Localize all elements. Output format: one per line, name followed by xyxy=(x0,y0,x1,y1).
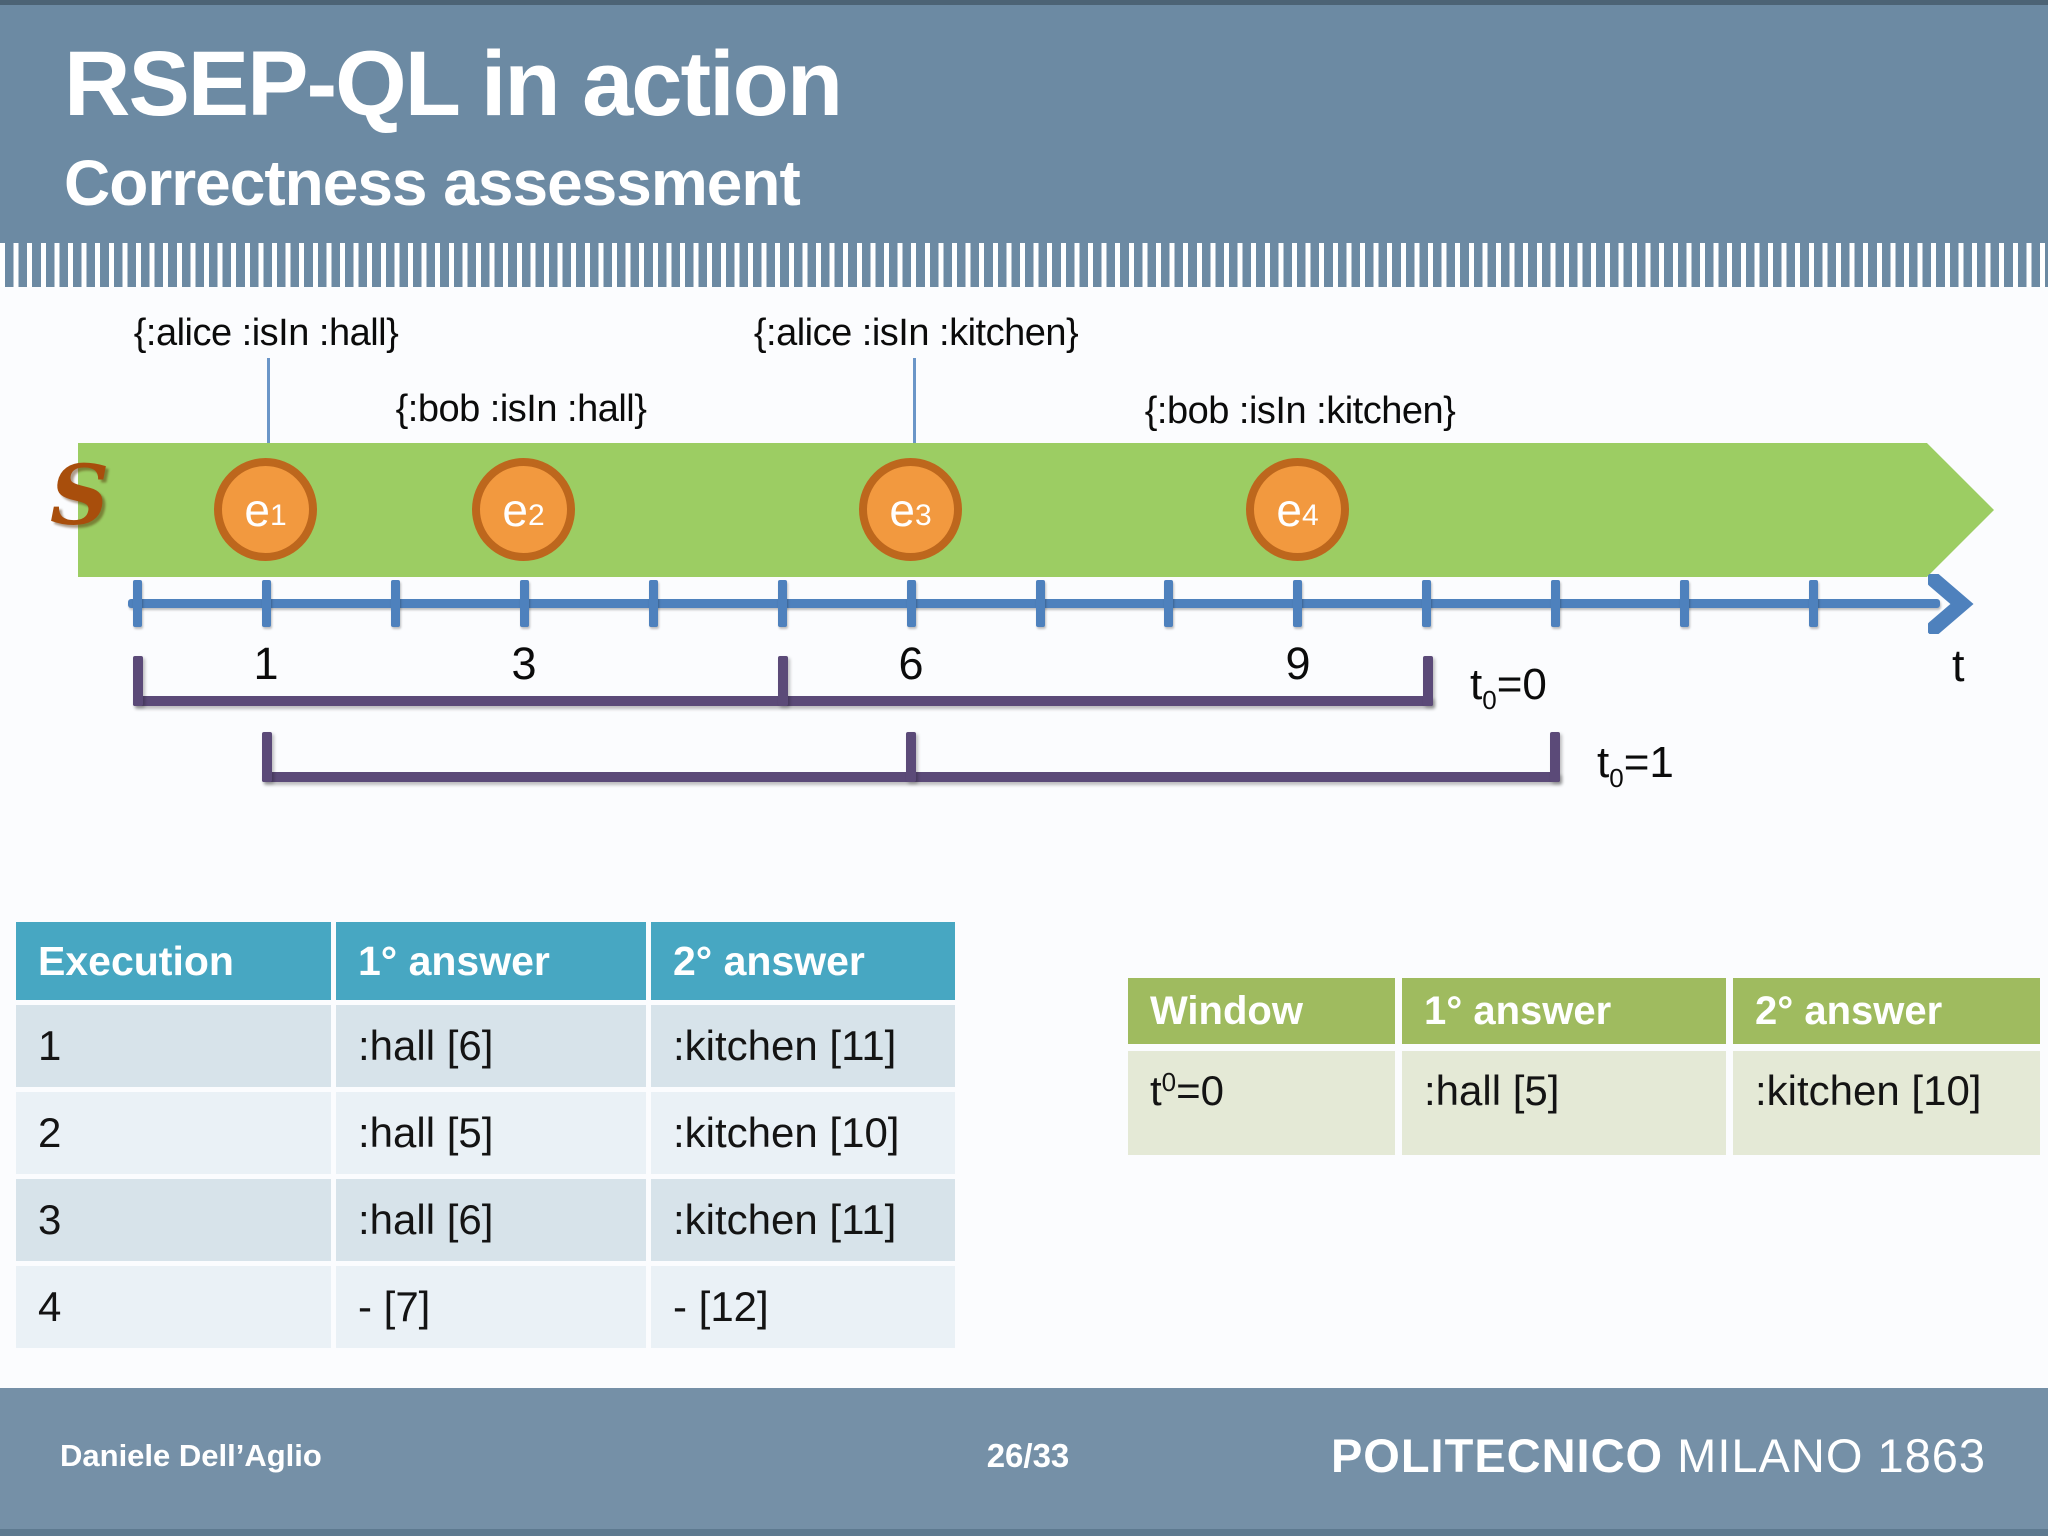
window-table-header-answer1: 1° answer xyxy=(1402,978,1726,1044)
window-label-sub: 0 xyxy=(1609,762,1624,793)
window-label-eq: =1 xyxy=(1623,738,1674,787)
axis-tick xyxy=(1293,580,1302,627)
bracket-tick-end xyxy=(1550,732,1560,782)
axis-tick xyxy=(1551,580,1560,627)
bracket-tick-end xyxy=(1423,656,1433,706)
window-label-eq: =0 xyxy=(1496,660,1547,709)
window-bracket-t0-0 xyxy=(133,656,1433,706)
top-edge-line xyxy=(0,0,2048,5)
footer-institution-logo: POLITECNICO MILANO 1863 xyxy=(1331,1428,1986,1483)
window-cell-sub: 0 xyxy=(1161,1067,1177,1097)
event-annotation-alice-kitchen: {:alice :isIn :kitchen} xyxy=(753,312,1079,354)
annotation-connector-line xyxy=(913,358,916,464)
time-axis-line xyxy=(128,599,1940,608)
footer-page-number: 26/33 xyxy=(986,1437,1070,1474)
institution-name-light: MILANO 1863 xyxy=(1663,1429,1986,1482)
event-index: 4 xyxy=(1301,498,1319,532)
table-cell: 1 xyxy=(16,1005,331,1087)
table-cell-window: t 0 =0 xyxy=(1128,1051,1395,1155)
event-index: 1 xyxy=(269,498,287,532)
window-label-t0-1: t0=1 xyxy=(1597,738,1674,794)
event-id: e xyxy=(889,483,915,536)
page-title: RSEP-QL in action xyxy=(64,33,843,135)
table-cell: 3 xyxy=(16,1179,331,1261)
table-cell: - [12] xyxy=(651,1266,955,1348)
window-label-base: t xyxy=(1470,660,1483,709)
window-table-header-window: Window xyxy=(1128,978,1395,1044)
axis-arrowhead-icon xyxy=(1928,574,1974,634)
axis-t-label: t xyxy=(1952,640,1965,691)
header-band: RSEP-QL in action Correctness assessment xyxy=(0,0,2048,243)
table-cell: :kitchen [11] xyxy=(651,1005,955,1087)
axis-number-6: 6 xyxy=(898,638,924,689)
stream-label: S xyxy=(50,448,110,544)
axis-tick xyxy=(778,580,787,627)
table-cell: :hall [5] xyxy=(336,1092,646,1174)
axis-number-3: 3 xyxy=(511,638,537,689)
axis-tick xyxy=(520,580,529,627)
table-cell: :hall [6] xyxy=(336,1179,646,1261)
stream-arrow-band xyxy=(78,443,1994,577)
table-cell: - [7] xyxy=(336,1266,646,1348)
axis-number-1: 1 xyxy=(253,638,279,689)
window-table: Window 1° answer 2° answer t 0 =0 :hall [5… xyxy=(1128,978,2040,1155)
axis-tick xyxy=(1809,580,1818,627)
axis-tick xyxy=(907,580,916,627)
bracket-tick-mid xyxy=(906,732,916,782)
axis-tick xyxy=(262,580,271,627)
table-cell: :hall [6] xyxy=(336,1005,646,1087)
axis-tick xyxy=(1680,580,1689,627)
table-cell: 4 xyxy=(16,1266,331,1348)
institution-name-bold: POLITECNICO xyxy=(1330,1429,1664,1482)
bracket-tick-mid xyxy=(778,656,788,706)
event-annotation-bob-hall: {:bob :isIn :hall} xyxy=(395,388,647,430)
axis-tick xyxy=(391,580,400,627)
window-label-base: t xyxy=(1597,738,1610,787)
bracket-tick-start xyxy=(262,732,272,782)
execution-table-header-execution: Execution xyxy=(16,922,331,1000)
axis-tick xyxy=(1036,580,1045,627)
decorative-stripe-band xyxy=(0,243,2048,287)
table-cell: :kitchen [10] xyxy=(1733,1051,2040,1155)
axis-tick xyxy=(133,580,142,627)
window-bracket-t0-1 xyxy=(262,732,1560,782)
footer-band: Daniele Dell’Aglio 26/33 POLITECNICO MIL… xyxy=(0,1388,2048,1536)
execution-table-header-answer1: 1° answer xyxy=(336,922,646,1000)
event-id: e xyxy=(502,483,528,536)
window-cell-base: t xyxy=(1150,1067,1162,1114)
event-annotation-alice-hall: {:alice :isIn :hall} xyxy=(133,312,399,354)
window-label-sub: 0 xyxy=(1482,684,1497,715)
window-table-header-answer2: 2° answer xyxy=(1733,978,2040,1044)
window-cell-eq: =0 xyxy=(1176,1067,1225,1114)
event-index: 3 xyxy=(914,498,932,532)
table-cell: 2 xyxy=(16,1092,331,1174)
bottom-edge-line xyxy=(0,1529,2048,1536)
table-cell: :hall [5] xyxy=(1402,1051,1726,1155)
bracket-tick-start xyxy=(133,656,143,706)
execution-table: Execution 1° answer 2° answer 1 :hall [6… xyxy=(16,922,955,1348)
page-subtitle: Correctness assessment xyxy=(64,147,801,219)
annotation-connector-line xyxy=(267,358,270,464)
footer-author: Daniele Dell’Aglio xyxy=(60,1438,322,1473)
table-cell: :kitchen [10] xyxy=(651,1092,955,1174)
window-label-t0-0: t0=0 xyxy=(1470,660,1547,716)
event-index: 2 xyxy=(527,498,545,532)
axis-tick xyxy=(1422,580,1431,627)
table-cell: :kitchen [11] xyxy=(651,1179,955,1261)
event-id: e xyxy=(1276,483,1302,536)
axis-tick xyxy=(649,580,658,627)
axis-number-9: 9 xyxy=(1285,638,1311,689)
execution-table-header-answer2: 2° answer xyxy=(651,922,955,1000)
axis-tick xyxy=(1164,580,1173,627)
event-id: e xyxy=(244,483,270,536)
event-annotation-bob-kitchen: {:bob :isIn :kitchen} xyxy=(1144,390,1456,432)
